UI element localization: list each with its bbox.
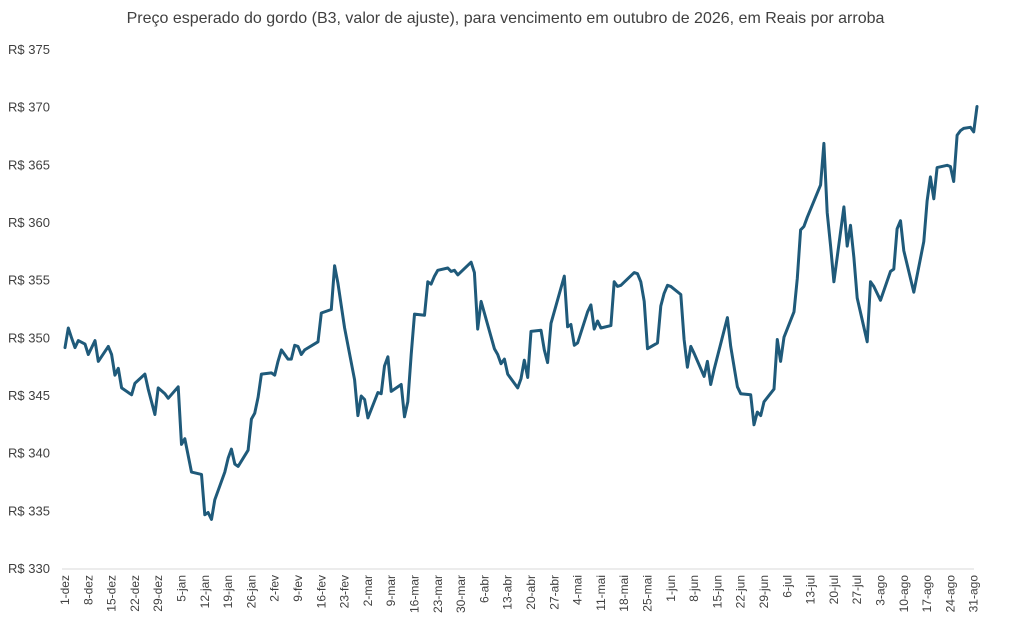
x-tick-label: 2-mar [361,575,375,606]
x-tick-label: 16-fev [314,575,328,608]
x-tick-label: 24-ago [943,575,957,613]
x-tick-label: 23-fev [338,575,352,608]
x-tick-label: 9-fev [291,575,305,602]
x-tick-label: 23-mar [431,575,445,613]
x-tick-label: 20-abr [524,575,538,610]
x-tick-label: 25-mai [641,575,655,612]
series-group [63,105,979,521]
y-tick-label: R$ 340 [8,446,50,461]
x-tick-label: 29-dez [151,575,165,612]
y-tick-label: R$ 330 [8,561,50,576]
x-tick-label: 8-dez [81,575,95,605]
x-tick-label: 22-dez [128,575,142,612]
x-tick-label: 27-abr [547,575,561,610]
x-tick-label: 18-mai [617,575,631,612]
series-line [63,105,979,521]
x-tick-label: 19-jan [221,575,235,608]
x-tick-label: 8-jun [687,575,701,602]
y-axis: R$ 330 R$ 335 R$ 340 R$ 345 R$ 350 R$ 355 R$ 3… [8,42,50,576]
x-tick-label: 20-jul [827,575,841,604]
x-tick-label: 27-jul [850,575,864,604]
y-tick-label: R$ 345 [8,388,50,403]
x-tick-label: 3-ago [874,575,888,606]
x-tick-label: 10-ago [897,575,911,613]
chart-title: Preço esperado do gordo (B3, valor de aj… [126,10,885,27]
x-tick-label: 11-mai [594,575,608,611]
x-tick-label: 29-jun [757,575,771,608]
x-tick-label: 17-ago [920,575,934,613]
x-tick-label: 6-abr [477,575,491,603]
x-tick-label: 22-jun [734,575,748,608]
y-tick-label: R$ 370 [8,100,50,115]
y-tick-label: R$ 335 [8,503,50,518]
x-tick-label: 13-abr [501,575,515,610]
x-tick-label: 2-fev [268,575,282,602]
x-tick-label: 15-dez [105,575,119,612]
x-tick-label: 15-jun [710,575,724,608]
y-tick-label: R$ 365 [8,157,50,172]
x-tick-label: 6-jul [780,575,794,598]
x-tick-label: 30-mar [454,575,468,613]
y-tick-label: R$ 355 [8,273,50,288]
x-axis: 1-dez 8-dez 15-dez 22-dez 29-dez 5-jan 12-jan 1… [58,568,981,613]
x-tick-label: 1-jun [664,575,678,602]
y-tick-label: R$ 350 [8,330,50,345]
x-tick-label: 13-jul [804,575,818,604]
x-tick-label: 16-mar [408,575,422,613]
x-tick-label: 26-jan [244,575,258,608]
y-tick-label: R$ 360 [8,215,50,230]
y-tick-label: R$ 375 [8,42,50,57]
x-tick-label: 5-jan [175,575,189,602]
x-tick-label: 12-jan [198,575,212,608]
x-tick-label: 1-dez [58,575,72,605]
x-tick-label: 4-mai [571,575,585,605]
x-tick-label: 31-ago [967,575,981,613]
x-tick-label: 9-mar [384,575,398,606]
